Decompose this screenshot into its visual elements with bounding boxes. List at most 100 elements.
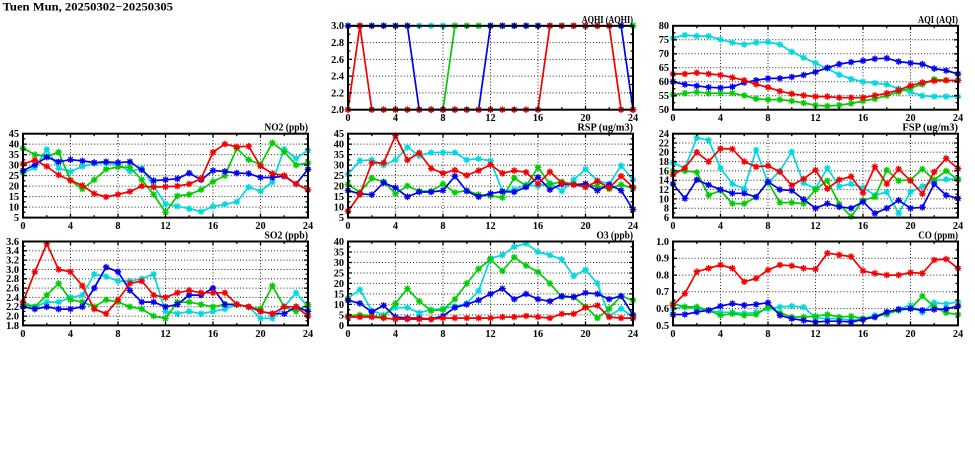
svg-text:0: 0 xyxy=(20,329,25,340)
svg-text:20: 20 xyxy=(580,113,590,124)
svg-text:5: 5 xyxy=(339,213,344,224)
svg-text:NO2 (ppb): NO2 (ppb) xyxy=(264,123,308,134)
svg-text:75: 75 xyxy=(659,35,669,46)
svg-text:15: 15 xyxy=(334,192,344,203)
svg-text:14: 14 xyxy=(659,176,669,187)
svg-text:0.9: 0.9 xyxy=(656,254,669,265)
svg-text:8: 8 xyxy=(115,329,120,340)
svg-text:16: 16 xyxy=(533,329,543,340)
svg-text:0: 0 xyxy=(345,221,350,232)
svg-text:25: 25 xyxy=(9,171,19,182)
svg-text:15: 15 xyxy=(334,289,344,300)
svg-text:12: 12 xyxy=(810,113,820,124)
svg-text:20: 20 xyxy=(255,221,265,232)
svg-text:4: 4 xyxy=(718,221,723,232)
svg-text:10: 10 xyxy=(659,194,669,205)
svg-text:3.0: 3.0 xyxy=(331,21,344,32)
svg-text:24: 24 xyxy=(628,113,638,124)
svg-text:12: 12 xyxy=(160,221,170,232)
svg-text:60: 60 xyxy=(659,77,669,88)
svg-text:12: 12 xyxy=(485,329,495,340)
svg-text:1.8: 1.8 xyxy=(6,321,19,332)
svg-text:20: 20 xyxy=(580,221,590,232)
svg-text:AQHI (AQHI): AQHI (AQHI) xyxy=(582,15,633,26)
svg-text:0.5: 0.5 xyxy=(656,321,669,332)
svg-text:24: 24 xyxy=(303,329,313,340)
svg-text:0.7: 0.7 xyxy=(656,287,669,298)
svg-text:16: 16 xyxy=(533,113,543,124)
svg-text:3.0: 3.0 xyxy=(6,265,19,276)
svg-text:2.2: 2.2 xyxy=(6,302,19,313)
svg-text:SO2 (ppb): SO2 (ppb) xyxy=(264,231,308,242)
svg-text:45: 45 xyxy=(334,129,344,140)
svg-text:50: 50 xyxy=(659,105,669,116)
svg-text:8: 8 xyxy=(765,329,770,340)
svg-text:80: 80 xyxy=(659,21,669,32)
svg-text:24: 24 xyxy=(953,221,963,232)
svg-text:24: 24 xyxy=(628,329,638,340)
svg-text:20: 20 xyxy=(905,113,915,124)
svg-text:16: 16 xyxy=(659,166,669,177)
svg-text:16: 16 xyxy=(858,329,868,340)
svg-text:CO (ppm): CO (ppm) xyxy=(918,231,958,242)
svg-text:12: 12 xyxy=(485,221,495,232)
svg-text:8: 8 xyxy=(440,329,445,340)
svg-text:20: 20 xyxy=(580,329,590,340)
svg-text:0: 0 xyxy=(20,221,25,232)
svg-text:3.4: 3.4 xyxy=(6,246,19,257)
svg-text:12: 12 xyxy=(659,185,669,196)
svg-text:24: 24 xyxy=(628,221,638,232)
svg-text:35: 35 xyxy=(9,150,19,161)
svg-text:4: 4 xyxy=(718,113,723,124)
svg-text:24: 24 xyxy=(659,129,669,140)
svg-text:Tuen Mun, 20250302−20250305: Tuen Mun, 20250302−20250305 xyxy=(3,1,174,14)
svg-text:2.6: 2.6 xyxy=(6,284,19,295)
svg-text:16: 16 xyxy=(208,329,218,340)
svg-text:3.6: 3.6 xyxy=(6,237,19,248)
svg-text:2.4: 2.4 xyxy=(331,72,344,83)
svg-text:2.4: 2.4 xyxy=(6,293,19,304)
svg-text:20: 20 xyxy=(334,279,344,290)
svg-text:0: 0 xyxy=(345,113,350,124)
svg-text:1.0: 1.0 xyxy=(656,237,669,248)
svg-text:40: 40 xyxy=(334,237,344,248)
svg-text:RSP (ug/m3): RSP (ug/m3) xyxy=(577,123,633,134)
svg-text:22: 22 xyxy=(659,138,669,149)
svg-text:20: 20 xyxy=(255,329,265,340)
svg-text:8: 8 xyxy=(765,221,770,232)
svg-text:FSP (ug/m3): FSP (ug/m3) xyxy=(902,123,958,134)
svg-text:24: 24 xyxy=(953,329,963,340)
svg-text:4: 4 xyxy=(393,221,398,232)
svg-text:55: 55 xyxy=(659,91,669,102)
svg-text:20: 20 xyxy=(905,221,915,232)
svg-text:8: 8 xyxy=(664,204,669,215)
svg-text:2.8: 2.8 xyxy=(331,38,344,49)
svg-text:10: 10 xyxy=(334,203,344,214)
svg-text:2.2: 2.2 xyxy=(331,88,344,99)
svg-text:8: 8 xyxy=(440,221,445,232)
svg-text:5: 5 xyxy=(14,213,19,224)
svg-text:10: 10 xyxy=(9,203,19,214)
svg-text:35: 35 xyxy=(334,150,344,161)
svg-text:12: 12 xyxy=(160,329,170,340)
svg-text:8: 8 xyxy=(765,113,770,124)
svg-text:45: 45 xyxy=(9,129,19,140)
svg-text:2.8: 2.8 xyxy=(6,274,19,285)
svg-text:8: 8 xyxy=(440,113,445,124)
svg-text:16: 16 xyxy=(208,221,218,232)
svg-text:2.0: 2.0 xyxy=(6,312,19,323)
svg-text:3.2: 3.2 xyxy=(6,256,19,267)
svg-text:70: 70 xyxy=(659,49,669,60)
svg-text:24: 24 xyxy=(303,221,313,232)
svg-text:4: 4 xyxy=(68,221,73,232)
svg-text:6: 6 xyxy=(664,213,669,224)
svg-text:20: 20 xyxy=(659,148,669,159)
svg-text:12: 12 xyxy=(485,113,495,124)
svg-text:16: 16 xyxy=(858,221,868,232)
svg-text:4: 4 xyxy=(393,113,398,124)
svg-text:O3 (ppb): O3 (ppb) xyxy=(597,231,634,242)
svg-text:20: 20 xyxy=(9,182,19,193)
svg-text:25: 25 xyxy=(334,268,344,279)
svg-text:10: 10 xyxy=(334,300,344,311)
svg-text:AQI (AQI): AQI (AQI) xyxy=(918,15,958,26)
